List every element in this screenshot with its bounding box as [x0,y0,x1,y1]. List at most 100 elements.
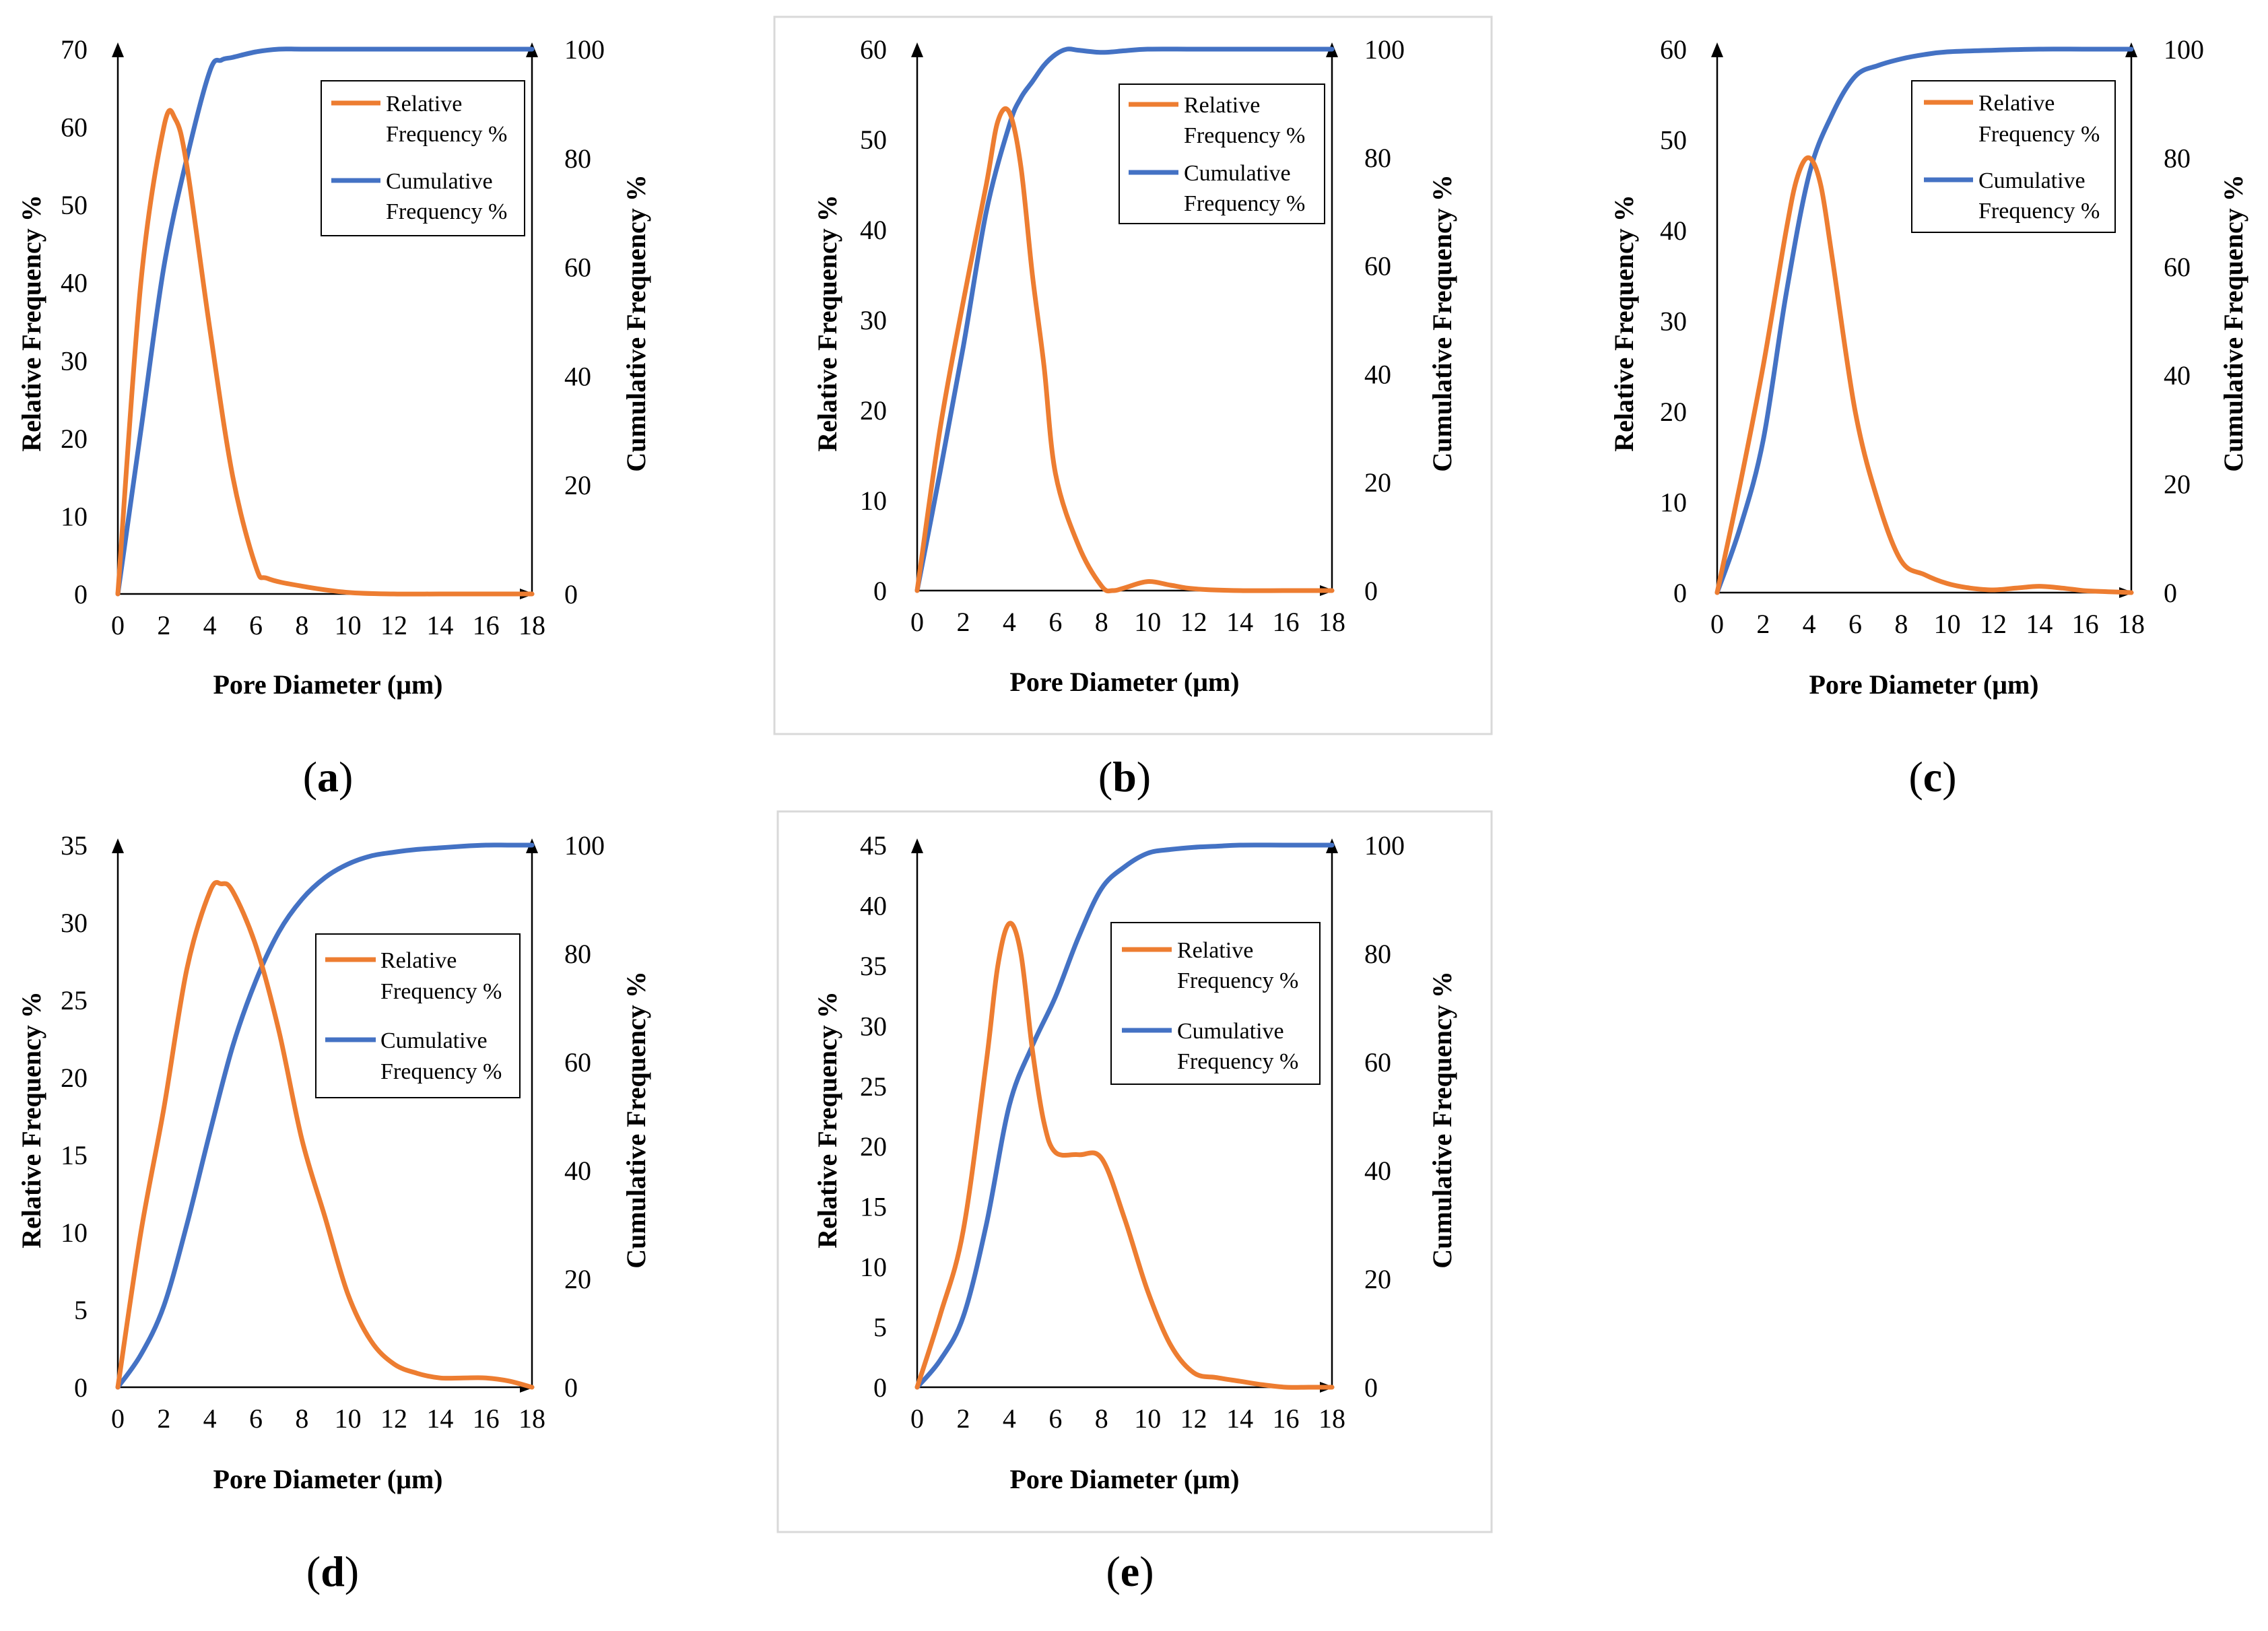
legend-cumulative-line2-d: Frequency % [380,1059,502,1084]
y2-tick-label-e: 40 [1364,1156,1391,1186]
panel-label-close-a: ) [339,753,353,801]
cumulative-frequency-line-a [115,46,535,597]
cumulative-frequency-line-b [914,46,1335,593]
chart-panel-e: Relative Frequency % Cumulative Frequenc… [776,810,1493,1595]
x-tick-label-b: 6 [1048,607,1062,637]
panel-frame-e [776,810,1493,1533]
x-tick-label-b: 0 [910,607,924,637]
chart-panel-a: Relative Frequency % Cumulative Frequenc… [16,34,651,801]
y-tick-label-d: 10 [61,1218,88,1248]
y2label-e: Cumulative Frequency % [1427,971,1457,1268]
legend-cumulative-line1-d: Cumulative [380,1028,488,1053]
x-tick-label-d: 6 [249,1403,263,1434]
y-tick-label-b: 60 [860,34,887,65]
y2-tick-label-b: 0 [1364,576,1378,606]
y-tick-label-d: 20 [61,1063,88,1093]
y2-tick-label-a: 0 [564,579,578,609]
panel-label-close-c: ) [1942,753,1956,801]
panel-label-d: (d) [306,1547,359,1595]
y2-tick-label-e: 20 [1364,1264,1391,1294]
y-tick-label-a: 10 [61,501,88,531]
x-tick-label-a: 12 [380,610,407,640]
y-tick-label-a: 40 [61,268,88,298]
y-tick-label-e: 20 [860,1131,887,1162]
y2-tick-label-a: 60 [564,253,591,283]
x-tick-label-a: 2 [157,610,170,640]
relative-frequency-line-b [914,106,1335,594]
y2-tick-label-d: 60 [564,1047,591,1077]
x-tick-label-a: 14 [426,610,453,640]
y-tick-label-b: 20 [860,395,887,426]
cumulative-frequency-line-d [115,842,535,1390]
panel-label-open-c: ( [1908,753,1923,801]
y-tick-label-c: 20 [1660,397,1687,427]
y2-tick-label-b: 80 [1364,143,1391,173]
x-tick-label-e: 2 [956,1403,970,1434]
y-tick-label-c: 40 [1660,215,1687,246]
y-tick-label-a: 60 [61,112,88,143]
x-tick-label-a: 8 [295,610,308,640]
y2-tick-label-d: 0 [564,1372,578,1403]
panel-label-letter-e: e [1121,1547,1139,1595]
left-axis-arrow-b [911,42,923,57]
left-axis-arrow-d [112,838,124,853]
y-tick-label-a: 20 [61,424,88,454]
x-tick-label-e: 10 [1134,1403,1161,1434]
x-tick-label-e: 16 [1273,1403,1300,1434]
panel-label-a: (a) [303,753,354,801]
cumulative-frequency-line-c [1714,46,2134,595]
y2label-d: Cumulative Frequency % [621,971,651,1268]
legend-box-a [321,80,525,236]
legend-b: Relative Frequency % Cumulative Frequenc… [1119,84,1325,224]
legend-relative-line1-d: Relative [380,948,457,973]
axes-b: 0 2 4 6 8 10 12 14 16 18 0 10 20 30 40 50 60 0 20 40 60 80 100 [860,34,1405,637]
y-tick-label-b: 40 [860,215,887,245]
y-tick-label-c: 0 [1673,578,1687,608]
y2-tick-label-c: 100 [2164,34,2204,65]
x-tick-label-a: 0 [111,610,125,640]
y2-tick-label-e: 100 [1364,830,1405,861]
y2-tick-label-c: 40 [2164,360,2191,391]
relative-frequency-line-e [914,921,1335,1390]
y2-tick-label-e: 80 [1364,939,1391,969]
y-tick-label-d: 30 [61,908,88,938]
panel-label-open-e: ( [1106,1547,1120,1595]
relative-frequency-line-d [115,879,535,1390]
ylabel-c: Relative Frequency % [1609,195,1639,451]
y-tick-label-d: 25 [61,985,88,1016]
xlabel-a: Pore Diameter (μm) [213,669,442,700]
x-tick-label-e: 0 [910,1403,924,1434]
legend-box-c [1911,80,2116,233]
y2label-c: Cumulative Frequency % [2218,174,2248,471]
y2-tick-label-b: 100 [1364,34,1405,65]
x-tick-label-d: 8 [295,1403,308,1434]
chart-panel-c: Relative Frequency % Cumulative Frequenc… [1609,34,2248,801]
panel-label-c: (c) [1908,753,1956,801]
legend-relative-line1-c: Relative [1978,91,2055,116]
panel-label-close-e: ) [1139,1547,1154,1595]
ylabel-b: Relative Frequency % [812,195,842,451]
y2-tick-label-c: 60 [2164,252,2191,282]
y-tick-label-b: 30 [860,305,887,335]
x-tick-label-e: 18 [1319,1403,1345,1434]
x-tick-label-c: 2 [1756,609,1770,639]
cumulative-frequency-line-e [914,842,1335,1390]
chart-panel-b: Relative Frequency % Cumulative Frequenc… [773,15,1493,801]
legend-c: Relative Frequency % Cumulative Frequenc… [1911,80,2116,233]
legend-cumulative-line1-a: Cumulative [386,169,493,194]
panel-label-close-b: ) [1137,753,1151,801]
xlabel-b: Pore Diameter (μm) [1009,667,1239,697]
panel-label-letter-b: b [1112,753,1137,801]
y-tick-label-e: 0 [873,1372,887,1403]
legend-relative-line2-a: Frequency % [386,122,507,147]
x-tick-label-a: 10 [335,610,362,640]
y2-tick-label-a: 100 [564,34,605,65]
y-tick-label-c: 10 [1660,488,1687,518]
panel-label-b: (b) [1098,753,1151,801]
x-tick-label-d: 4 [203,1403,217,1434]
y2-tick-label-c: 0 [2164,578,2177,608]
y2-tick-label-d: 80 [564,939,591,969]
legend-relative-line2-d: Frequency % [380,979,502,1004]
panel-frame-b [773,15,1493,735]
